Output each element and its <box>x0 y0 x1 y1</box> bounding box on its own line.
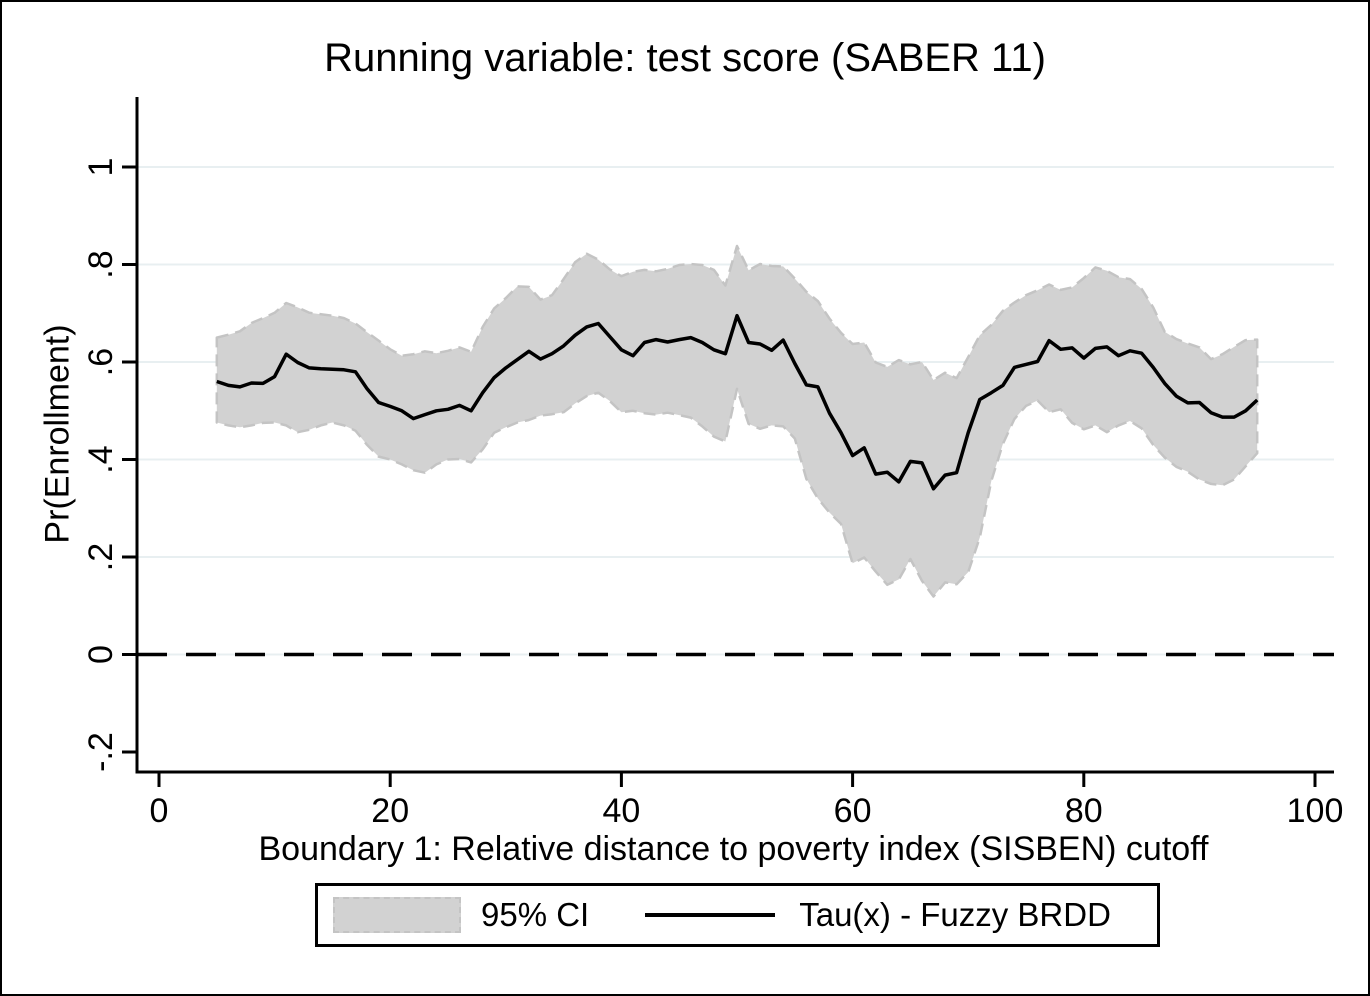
x-tick-label: 80 <box>1065 792 1103 830</box>
chart-title: Running variable: test score (SABER 11) <box>324 36 1046 80</box>
y-tick-label: 0 <box>82 645 120 664</box>
x-axis-title: Boundary 1: Relative distance to poverty… <box>258 830 1209 868</box>
ci-band-swatch <box>333 897 461 933</box>
y-tick-label: .2 <box>82 543 120 571</box>
legend: 95% CI Tau(x) - Fuzzy BRDD <box>315 883 1160 947</box>
y-axis-title: Pr(Enrollment) <box>38 324 77 544</box>
y-tick-label: .4 <box>82 445 120 473</box>
y-tick-label: 1 <box>82 158 120 177</box>
y-tick-label: .6 <box>82 348 120 376</box>
y-tick-label: .8 <box>82 250 120 278</box>
x-tick-label: 100 <box>1287 792 1344 830</box>
tau-line-sample <box>645 913 776 917</box>
y-tick-label: -.2 <box>82 732 120 772</box>
tau-line-path <box>216 313 1259 491</box>
legend-tau-label: Tau(x) - Fuzzy BRDD <box>799 896 1111 933</box>
x-tick-label: 40 <box>602 792 640 830</box>
x-tick-label: 20 <box>371 792 409 830</box>
x-tick-label: 60 <box>834 792 872 830</box>
ci-band-area <box>215 244 1259 598</box>
x-tick-label: 0 <box>150 792 169 830</box>
legend-ci-label: 95% CI <box>481 896 590 933</box>
